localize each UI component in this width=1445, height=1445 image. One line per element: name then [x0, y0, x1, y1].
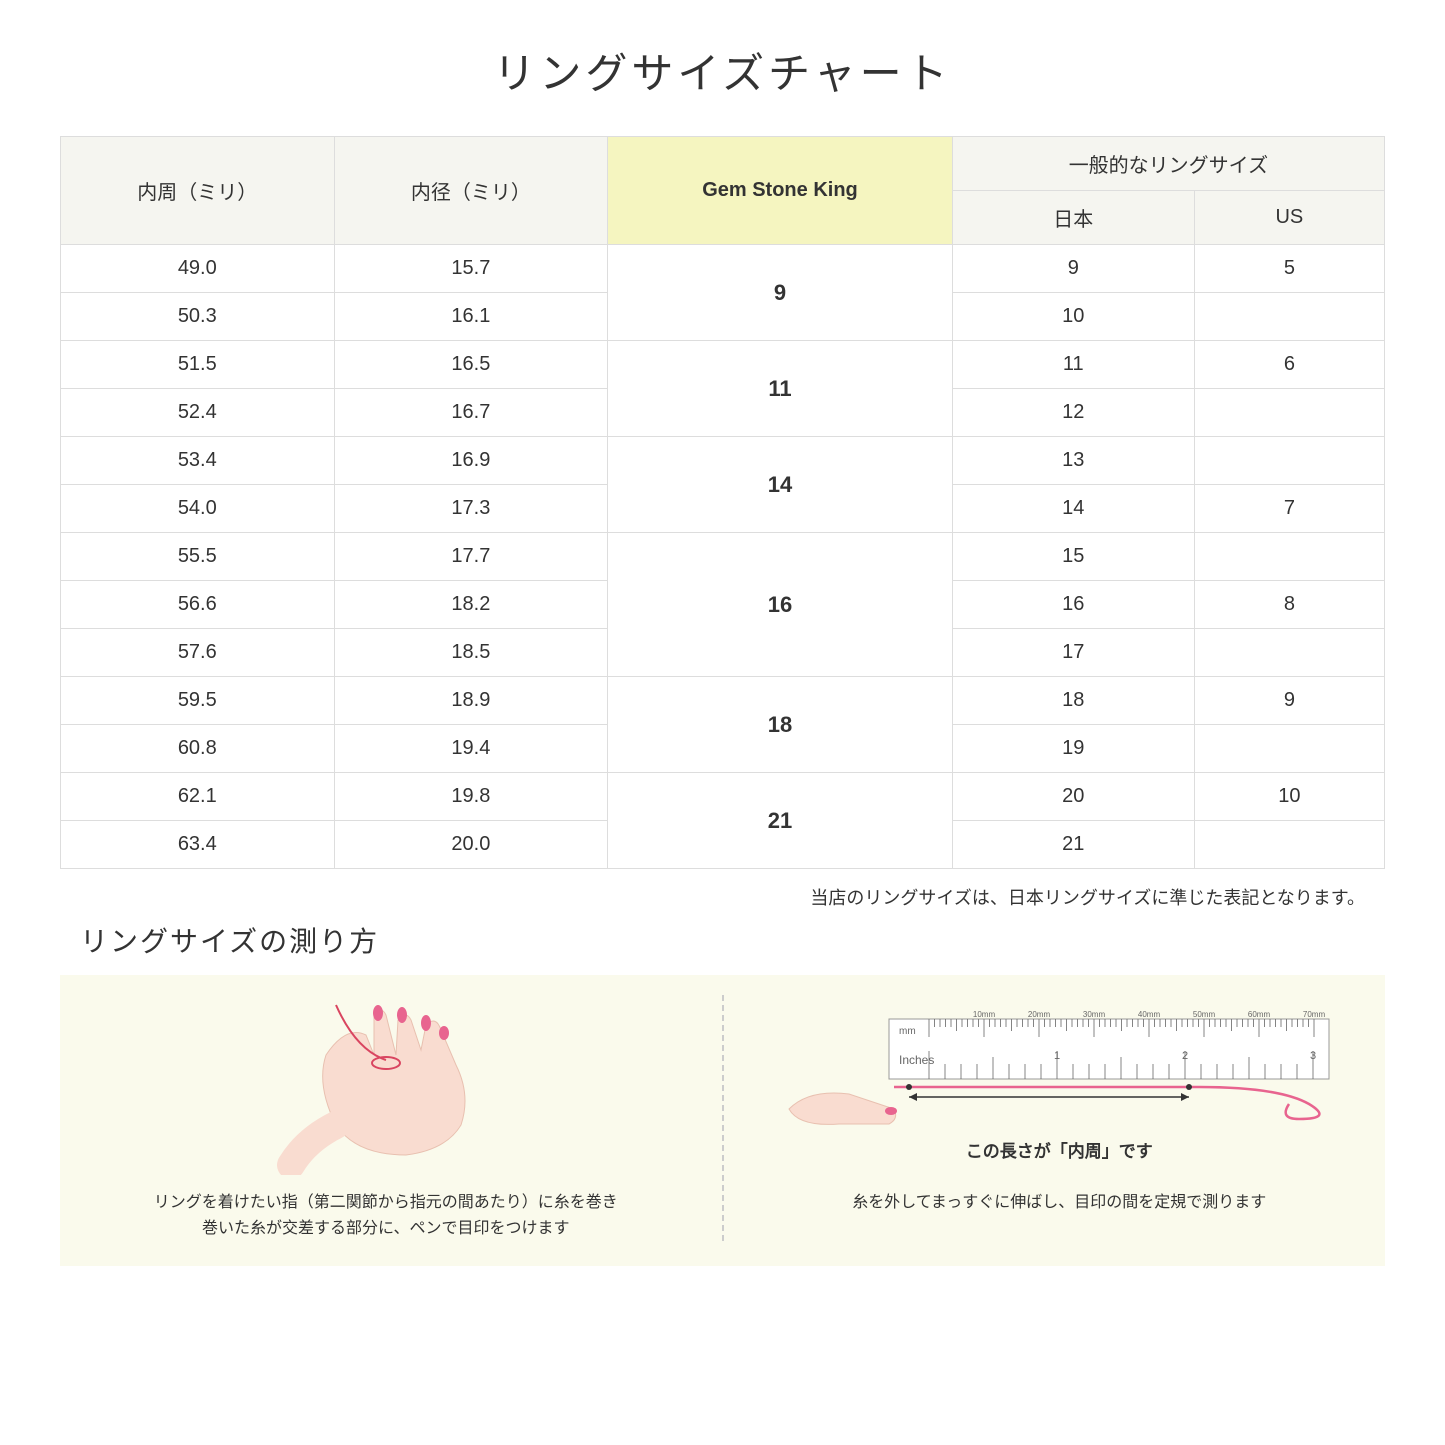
cell-diameter: 17.3 — [334, 485, 608, 533]
cell-gsk: 14 — [608, 437, 953, 533]
header-diameter: 内径（ミリ） — [334, 137, 608, 245]
header-us: US — [1194, 191, 1384, 245]
cell-diameter: 19.8 — [334, 773, 608, 821]
table-row: 53.416.91413 — [61, 437, 1385, 485]
howto-panel: リングを着けたい指（第二関節から指元の間あたり）に糸を巻き 巻いた糸が交差する部… — [60, 975, 1385, 1266]
cell-circumference: 60.8 — [61, 725, 335, 773]
svg-text:mm: mm — [899, 1026, 916, 1037]
cell-japan: 16 — [952, 581, 1194, 629]
footnote: 当店のリングサイズは、日本リングサイズに準じた表記となります。 — [60, 884, 1385, 910]
svg-text:3: 3 — [1310, 1050, 1316, 1062]
cell-japan: 14 — [952, 485, 1194, 533]
howto-title: リングサイズの測り方 — [80, 920, 1385, 960]
cell-circumference: 54.0 — [61, 485, 335, 533]
cell-circumference: 55.5 — [61, 533, 335, 581]
cell-gsk: 11 — [608, 341, 953, 437]
howto-step-2: Inches mm 10mm20mm30mm40mm50mm60mm70mm12… — [764, 995, 1356, 1241]
table-row: 49.015.7995 — [61, 245, 1385, 293]
table-row: 59.518.918189 — [61, 677, 1385, 725]
cell-circumference: 49.0 — [61, 245, 335, 293]
cell-diameter: 17.7 — [334, 533, 608, 581]
cell-japan: 9 — [952, 245, 1194, 293]
svg-text:10mm: 10mm — [973, 1010, 996, 1019]
cell-diameter: 16.1 — [334, 293, 608, 341]
svg-text:50mm: 50mm — [1193, 1010, 1216, 1019]
cell-us — [1194, 725, 1384, 773]
step2-caption: 糸を外してまっすぐに伸ばし、目印の間を定規で測ります — [852, 1190, 1266, 1216]
cell-diameter: 16.5 — [334, 341, 608, 389]
cell-circumference: 52.4 — [61, 389, 335, 437]
cell-diameter: 18.5 — [334, 629, 608, 677]
page-title: リングサイズチャート — [60, 40, 1385, 101]
cell-circumference: 56.6 — [61, 581, 335, 629]
table-row: 55.517.71615 — [61, 533, 1385, 581]
step1-caption: リングを着けたい指（第二関節から指元の間あたり）に糸を巻き 巻いた糸が交差する部… — [154, 1190, 618, 1241]
cell-circumference: 63.4 — [61, 821, 335, 869]
cell-us: 6 — [1194, 341, 1384, 389]
cell-circumference: 53.4 — [61, 437, 335, 485]
cell-diameter: 18.9 — [334, 677, 608, 725]
cell-gsk: 16 — [608, 533, 953, 677]
cell-diameter: 16.7 — [334, 389, 608, 437]
hand-wrap-illustration — [236, 995, 536, 1175]
cell-gsk: 21 — [608, 773, 953, 869]
svg-text:1: 1 — [1054, 1050, 1060, 1062]
cell-us: 7 — [1194, 485, 1384, 533]
cell-japan: 13 — [952, 437, 1194, 485]
header-japan: 日本 — [952, 191, 1194, 245]
cell-japan: 11 — [952, 341, 1194, 389]
cell-us: 5 — [1194, 245, 1384, 293]
cell-japan: 18 — [952, 677, 1194, 725]
cell-circumference: 50.3 — [61, 293, 335, 341]
cell-diameter: 19.4 — [334, 725, 608, 773]
header-circumference: 内周（ミリ） — [61, 137, 335, 245]
cell-us: 10 — [1194, 773, 1384, 821]
cell-japan: 10 — [952, 293, 1194, 341]
cell-diameter: 16.9 — [334, 437, 608, 485]
cell-us — [1194, 821, 1384, 869]
cell-diameter: 18.2 — [334, 581, 608, 629]
cell-us — [1194, 437, 1384, 485]
cell-circumference: 57.6 — [61, 629, 335, 677]
cell-japan: 17 — [952, 629, 1194, 677]
cell-circumference: 51.5 — [61, 341, 335, 389]
table-row: 51.516.511116 — [61, 341, 1385, 389]
cell-circumference: 62.1 — [61, 773, 335, 821]
table-row: 62.119.8212010 — [61, 773, 1385, 821]
svg-text:40mm: 40mm — [1138, 1010, 1161, 1019]
cell-japan: 21 — [952, 821, 1194, 869]
cell-japan: 19 — [952, 725, 1194, 773]
cell-us — [1194, 533, 1384, 581]
svg-text:20mm: 20mm — [1028, 1010, 1051, 1019]
cell-us: 8 — [1194, 581, 1384, 629]
header-general: 一般的なリングサイズ — [952, 137, 1384, 191]
cell-japan: 20 — [952, 773, 1194, 821]
size-chart-table: 内周（ミリ） 内径（ミリ） Gem Stone King 一般的なリングサイズ … — [60, 136, 1385, 869]
cell-gsk: 9 — [608, 245, 953, 341]
cell-us — [1194, 389, 1384, 437]
svg-text:70mm: 70mm — [1303, 1010, 1326, 1019]
cell-us — [1194, 629, 1384, 677]
ruler-label: この長さが「内周」です — [966, 1137, 1153, 1162]
header-gsk: Gem Stone King — [608, 137, 953, 245]
panel-divider — [722, 995, 724, 1241]
ruler-illustration: Inches mm 10mm20mm30mm40mm50mm60mm70mm12… — [779, 995, 1339, 1175]
cell-diameter: 20.0 — [334, 821, 608, 869]
svg-text:2: 2 — [1182, 1050, 1188, 1062]
cell-circumference: 59.5 — [61, 677, 335, 725]
cell-diameter: 15.7 — [334, 245, 608, 293]
svg-text:30mm: 30mm — [1083, 1010, 1106, 1019]
svg-text:60mm: 60mm — [1248, 1010, 1271, 1019]
cell-us: 9 — [1194, 677, 1384, 725]
howto-step-1: リングを着けたい指（第二関節から指元の間あたり）に糸を巻き 巻いた糸が交差する部… — [90, 995, 682, 1241]
cell-gsk: 18 — [608, 677, 953, 773]
cell-us — [1194, 293, 1384, 341]
cell-japan: 15 — [952, 533, 1194, 581]
cell-japan: 12 — [952, 389, 1194, 437]
